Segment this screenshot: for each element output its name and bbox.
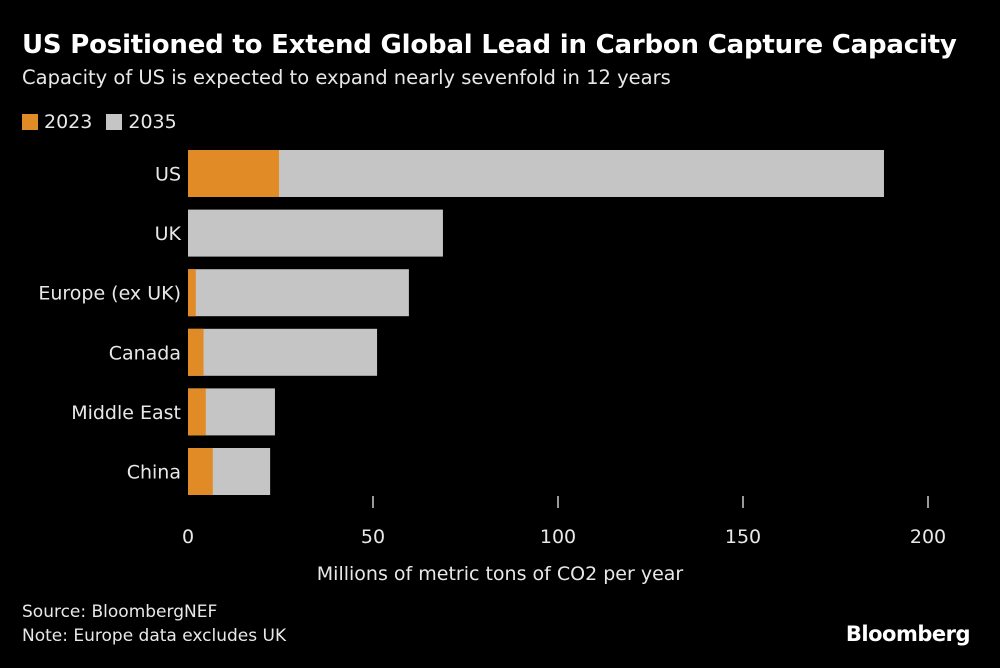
bar-2023-middle-east: [188, 388, 206, 436]
x-axis-title: Millions of metric tons of CO2 per year: [317, 563, 684, 585]
x-tick-label-50: 50: [361, 526, 385, 548]
legend-label-2023: 2023: [44, 111, 93, 133]
legend-swatch-2035: [106, 114, 123, 130]
x-tick-label-0: 0: [182, 526, 194, 548]
bar-2023-europe-ex-uk: [188, 269, 196, 317]
x-tick-label-100: 100: [540, 526, 576, 548]
data-note: Note: Europe data excludes UK: [22, 626, 287, 646]
chart-subtitle: Capacity of US is expected to expand nea…: [22, 66, 671, 89]
bar-2035-europe-ex-uk: [188, 269, 409, 317]
bar-2023-china: [188, 448, 213, 495]
bar-2023-us: [188, 150, 280, 197]
chart-title: US Positioned to Extend Global Lead in C…: [22, 30, 957, 60]
legend-item-2035: 2035: [106, 111, 177, 133]
legend-label-2035: 2035: [128, 111, 177, 133]
bar-2023-canada: [188, 328, 204, 376]
category-label-europe-ex-uk: Europe (ex UK): [38, 283, 181, 305]
legend-item-2023: 2023: [22, 111, 92, 133]
bar-2035-uk: [188, 209, 443, 257]
x-tick-label-150: 150: [725, 526, 761, 548]
category-label-canada: Canada: [109, 342, 181, 364]
x-tick-label-200: 200: [910, 526, 946, 548]
source-note: Source: BloombergNEF: [22, 602, 218, 622]
legend-swatch-2023: [22, 114, 38, 130]
legend: 2023 2035: [22, 111, 191, 133]
category-label-china: China: [127, 462, 181, 484]
bar-2035-us: [188, 150, 884, 197]
category-label-uk: UK: [155, 223, 182, 245]
category-label-middle-east: Middle East: [71, 402, 181, 424]
category-label-us: US: [155, 164, 181, 186]
bloomberg-logo: Bloomberg: [845, 622, 971, 646]
bar-2035-canada: [188, 328, 378, 376]
